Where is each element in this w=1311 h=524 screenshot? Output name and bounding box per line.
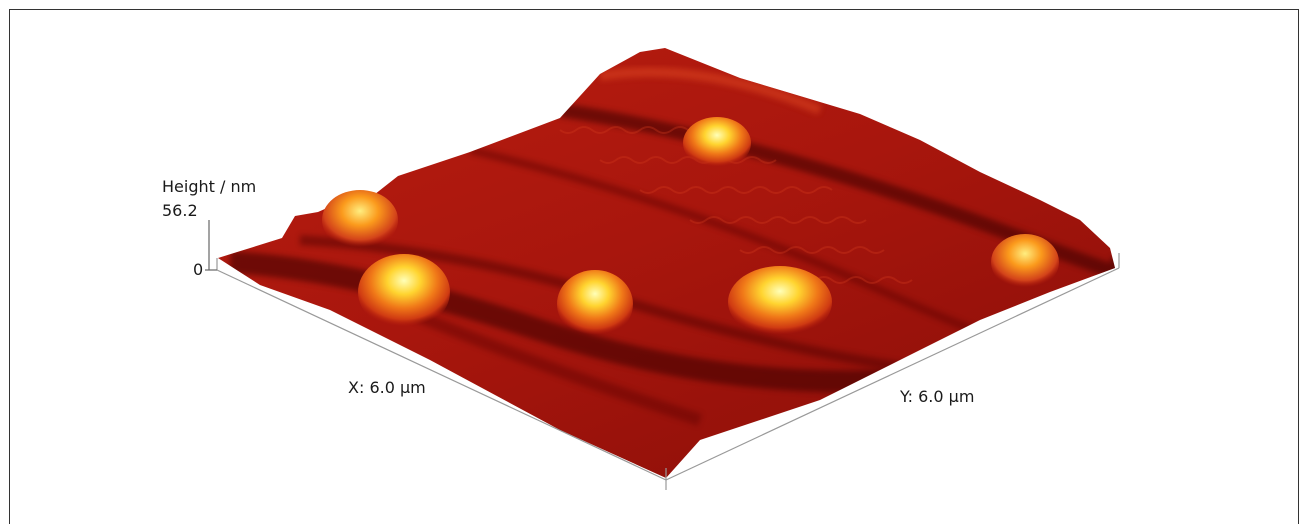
surface-base [218,48,1115,478]
bump [728,266,832,338]
bump [557,270,633,338]
bump [683,117,751,169]
bump [358,254,450,330]
z-axis-max-label: 56.2 [162,201,198,220]
base-box [205,220,1120,490]
x-axis-label: X: 6.0 μm [348,378,426,397]
z-axis-title: Height / nm [162,177,256,196]
z-axis-min-label: 0 [193,260,203,279]
y-axis-label: Y: 6.0 μm [899,387,974,406]
bump [322,190,398,250]
bump [991,234,1059,290]
